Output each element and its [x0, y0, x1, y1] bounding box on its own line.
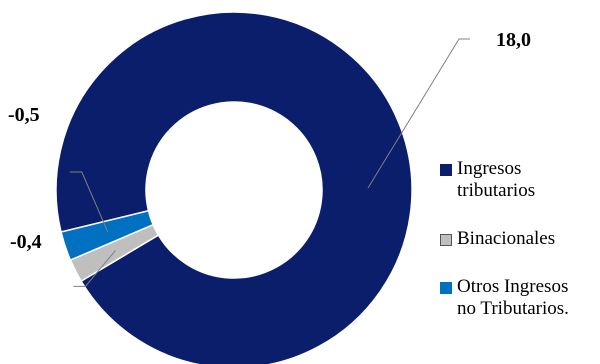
legend-swatch-ingresos-tributarios	[440, 164, 452, 176]
leader-line-ingresos-tributarios	[367, 38, 470, 189]
legend-item-ingresos-tributarios: Ingresos tributarios	[440, 158, 600, 202]
data-label-ingresos-tributarios: 18,0	[496, 29, 531, 51]
leader-line-otros-ingresos	[69, 171, 109, 233]
legend-swatch-binacionales	[440, 234, 452, 246]
slice-otros-ingresos	[60, 209, 155, 262]
legend-label-ingresos-tributarios: Ingresos tributarios	[457, 158, 536, 201]
legend-item-binacionales: Binacionales	[440, 228, 600, 250]
slice-ingresos-tributarios	[55, 11, 413, 364]
legend-label-binacionales: Binacionales	[457, 228, 556, 249]
leader-line-binacionales	[73, 250, 116, 287]
data-label-otros-ingresos: -0,5	[8, 104, 40, 126]
legend-swatch-otros-ingresos	[440, 282, 452, 294]
data-label-binacionales: -0,4	[10, 231, 42, 253]
legend: Ingresos tributarios Binacionales Otros …	[440, 158, 600, 320]
legend-label-otros-ingresos: Otros Ingresos no Tributarios.	[457, 276, 569, 319]
legend-item-otros-ingresos: Otros Ingresos no Tributarios.	[440, 276, 600, 320]
